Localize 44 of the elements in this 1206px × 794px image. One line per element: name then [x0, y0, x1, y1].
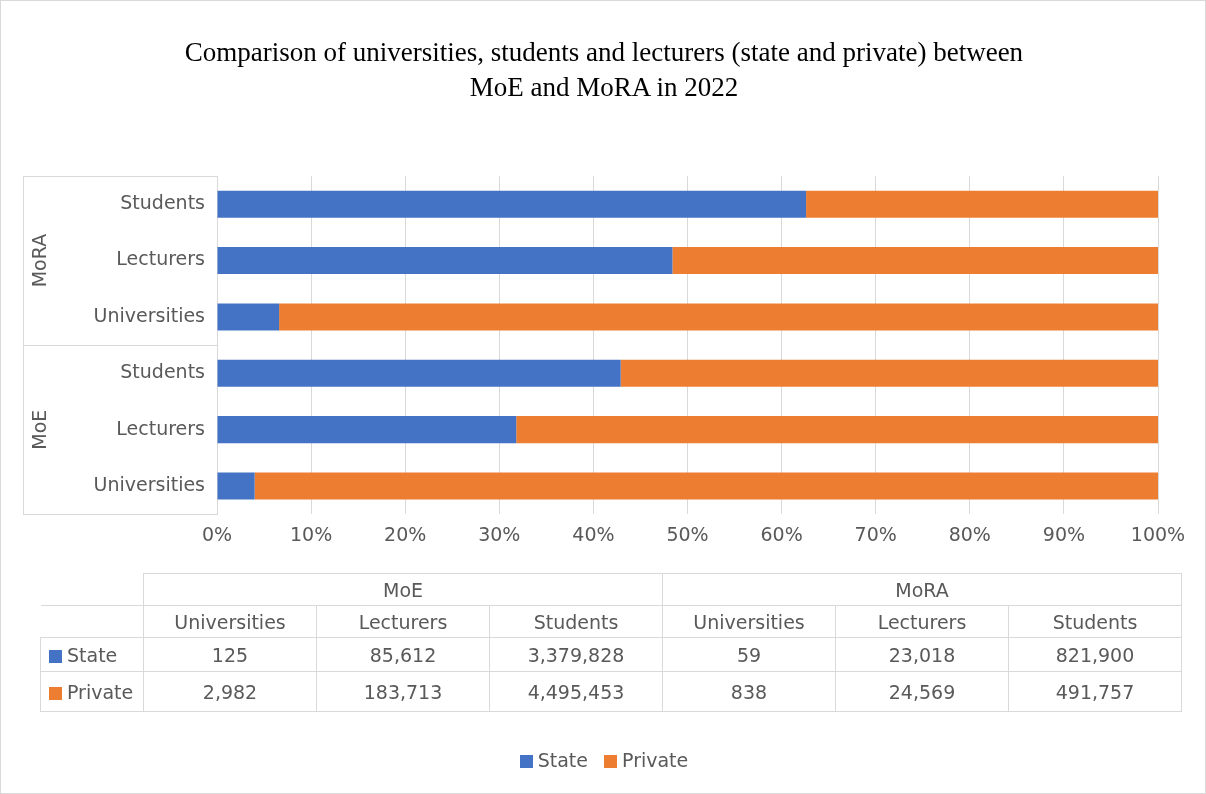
text: 2,982	[202, 680, 258, 703]
y-tick-label: Universities	[93, 303, 205, 326]
category-label: Private	[67, 680, 134, 703]
x-tick-label: 40%	[572, 522, 615, 545]
text: 59	[736, 643, 762, 666]
category-label: Universities	[143, 605, 317, 638]
x-tick-label: 50%	[666, 522, 709, 545]
text: 4,495,453	[527, 680, 625, 703]
text: 183,713	[363, 680, 443, 703]
category-label: State	[67, 643, 118, 666]
y-tick-label: Lecturers	[116, 247, 205, 270]
text: MoRA	[662, 573, 1182, 606]
text: MoRA	[27, 233, 50, 288]
x-tick-label: 80%	[948, 522, 991, 545]
x-tick-label: 30%	[478, 522, 521, 545]
y-tick-label: Lecturers	[116, 416, 205, 439]
text: 821,900	[1055, 643, 1135, 666]
y-tick-label: Students	[120, 191, 205, 214]
legend-label: State	[537, 749, 589, 771]
text: MoE	[143, 573, 663, 606]
x-tick-label: 20%	[384, 522, 427, 545]
text: 838	[730, 680, 768, 703]
text: MoE	[27, 409, 50, 450]
category-label: Lecturers	[835, 605, 1009, 638]
category-label: Universities	[662, 605, 836, 638]
x-tick-label: 0%	[201, 522, 233, 545]
text: 125	[211, 643, 249, 666]
chart-title: Comparison of universities, students and lecturers (state and private) between MoE and MoRA in 2022	[183, 36, 1025, 104]
category-label: Lecturers	[316, 605, 490, 638]
text: 24,569	[888, 680, 956, 703]
category-label: Students	[1008, 605, 1182, 638]
text: 3,379,828	[527, 643, 625, 666]
text: 491,757	[1055, 680, 1135, 703]
x-tick-label: 70%	[854, 522, 897, 545]
legend-label: Private	[622, 749, 689, 771]
category-label: Students	[489, 605, 663, 638]
x-tick-label: 90%	[1042, 522, 1086, 545]
x-tick-label: 60%	[760, 522, 803, 545]
text: 23,018	[888, 643, 956, 666]
x-tick-label: 10%	[289, 522, 333, 545]
y-tick-label: Universities	[93, 472, 205, 495]
x-tick-label: 100%	[1130, 522, 1186, 545]
y-tick-label: Students	[120, 360, 205, 383]
text: 85,612	[369, 643, 437, 666]
